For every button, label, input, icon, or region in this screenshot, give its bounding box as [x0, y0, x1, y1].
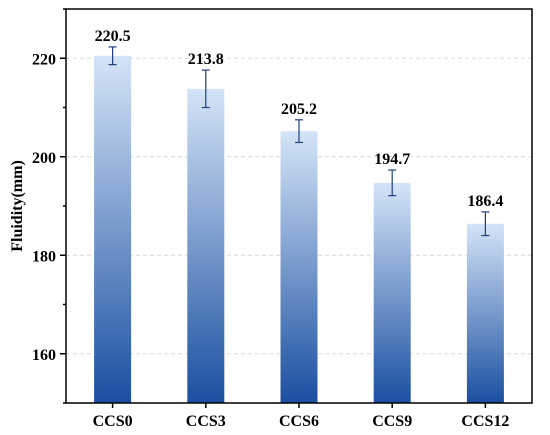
bar-ccs9	[373, 182, 411, 403]
value-label-ccs9: 194.7	[374, 151, 410, 168]
y-tick-label-200: 200	[32, 150, 56, 167]
y-tick-label-180: 180	[32, 248, 56, 265]
error-bars	[108, 46, 490, 237]
x-tick-label-ccs12: CCS12	[461, 413, 509, 430]
value-label-ccs0: 220.5	[95, 28, 131, 45]
x-tick-label-ccs3: CCS3	[186, 413, 226, 430]
y-tick-label-220: 220	[32, 51, 56, 68]
y-tick-label-160: 160	[32, 347, 56, 364]
axes	[60, 8, 533, 408]
labels: 160 180 200 220 220.5 CCS0 213.8 CCS3 205.2 CCS6 1…	[32, 28, 509, 430]
value-label-ccs3: 213.8	[188, 51, 224, 68]
bars	[94, 55, 504, 403]
value-label-ccs6: 205.2	[281, 101, 317, 118]
y-axis-title: Fluidity(mm)	[9, 160, 26, 252]
x-tick-label-ccs9: CCS9	[372, 413, 412, 430]
bar-ccs12	[466, 223, 504, 403]
bar-ccs3	[187, 88, 225, 403]
bar-ccs6	[280, 131, 318, 403]
x-tick-label-ccs6: CCS6	[279, 413, 319, 430]
value-label-ccs12: 186.4	[467, 193, 503, 210]
bar-ccs0	[94, 55, 132, 403]
x-tick-label-ccs0: CCS0	[93, 413, 133, 430]
